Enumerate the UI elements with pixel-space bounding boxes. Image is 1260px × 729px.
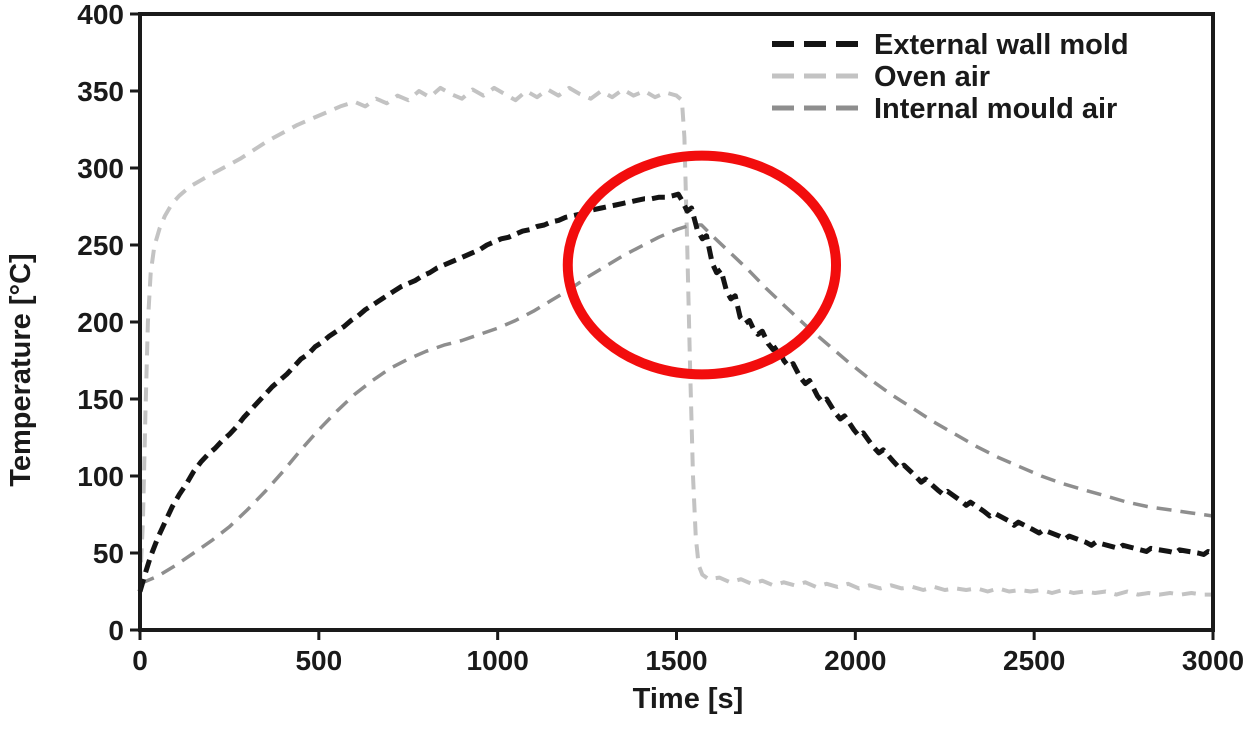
x-tick-label: 2500 <box>1003 645 1065 676</box>
x-tick-label: 500 <box>295 645 342 676</box>
y-tick-label: 400 <box>77 0 124 30</box>
series-line-internal-mould-air <box>139 223 1214 586</box>
x-tick-label: 0 <box>132 645 148 676</box>
x-tick-label: 1000 <box>467 645 529 676</box>
x-tick-label: 2000 <box>824 645 886 676</box>
y-tick-label: 200 <box>77 307 124 338</box>
y-tick-label: 250 <box>77 230 124 261</box>
y-tick-label: 150 <box>77 384 124 415</box>
legend-label: Oven air <box>874 61 990 93</box>
y-tick-label: 100 <box>77 461 124 492</box>
highlight-ellipse <box>562 150 842 380</box>
annotation-layer <box>562 150 842 380</box>
legend-label: External wall mold <box>874 29 1129 61</box>
series-lines <box>137 85 1214 597</box>
x-axis-title: Time [s] <box>633 683 744 715</box>
y-tick-label: 0 <box>108 615 124 646</box>
x-tick-label: 3000 <box>1182 645 1244 676</box>
y-axis-ticks: 0 50 100 150 200 250 300 350 400 <box>77 0 140 646</box>
series-line-oven-air <box>138 85 1213 597</box>
y-tick-label: 350 <box>77 76 124 107</box>
legend-label: Internal mould air <box>874 93 1117 125</box>
series-line-external-wall-mold <box>137 191 1214 593</box>
y-tick-label: 300 <box>77 153 124 184</box>
x-tick-label: 1500 <box>645 645 707 676</box>
y-tick-label: 50 <box>93 538 124 569</box>
y-axis-title: Temperature [°C] <box>5 253 37 486</box>
x-axis-ticks: 0 500 1000 1500 2000 2500 3000 <box>132 630 1244 676</box>
